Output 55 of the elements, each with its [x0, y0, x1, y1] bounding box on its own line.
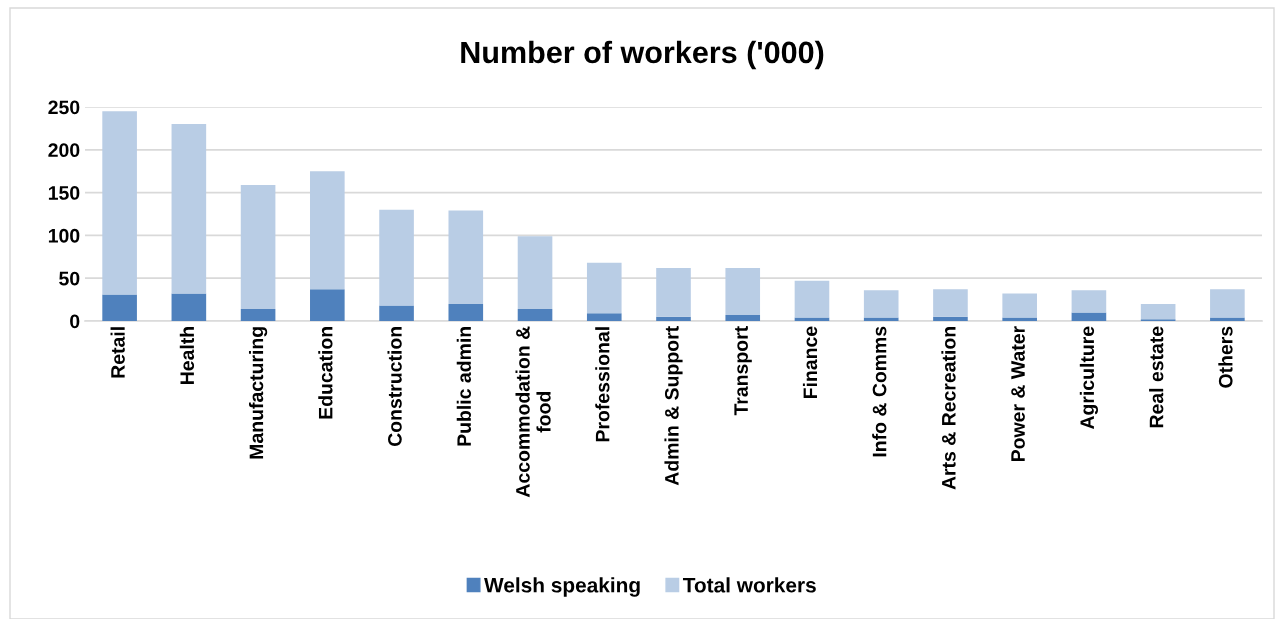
- bar: [933, 289, 968, 317]
- x-tick-label: Power & Water: [1011, 326, 1025, 462]
- bar: [1140, 303, 1176, 320]
- bar: [1002, 293, 1037, 318]
- bar: [725, 267, 761, 316]
- y-tick-label: 200: [48, 143, 80, 158]
- bar: [171, 293, 207, 321]
- bar: [517, 309, 553, 321]
- bar: [586, 313, 622, 321]
- y-tick-label: 250: [48, 100, 80, 115]
- bar: [1071, 290, 1107, 313]
- bar: [379, 209, 414, 306]
- x-tick-label: Manufacturing: [248, 327, 268, 459]
- x-tick-label: Admin & Support: [664, 326, 683, 486]
- bar: [794, 280, 830, 318]
- x-tick-label: Accommodation & food: [515, 326, 551, 498]
- x-tick-label: Professional: [595, 327, 610, 442]
- y-tick-label: 100: [48, 228, 80, 243]
- y-tick-label: 0: [70, 314, 80, 329]
- y-tick-label: 50: [59, 271, 80, 286]
- x-tick-label: Arts & Recreation: [941, 327, 956, 490]
- bar: [102, 111, 137, 295]
- x-tick-label: Real estate: [1149, 326, 1164, 428]
- bar: [240, 184, 276, 310]
- x-tick-label: Retail: [110, 327, 125, 378]
- x-tick-label: Education: [318, 327, 333, 419]
- bar: [240, 309, 276, 321]
- x-tick-label: Public admin: [456, 327, 472, 446]
- bar: [310, 289, 345, 321]
- x-tick-label: Others: [1218, 326, 1233, 388]
- legend-label: Welsh speaking: [484, 577, 640, 597]
- bar: [656, 316, 691, 321]
- x-tick-label: Health: [179, 327, 195, 384]
- x-tick-label: Finance: [802, 326, 818, 399]
- bar: [863, 290, 899, 318]
- bar: [379, 305, 414, 321]
- bar: [517, 236, 553, 310]
- legend-label: Total workers: [682, 577, 816, 593]
- bar: [1210, 289, 1245, 318]
- bar: [725, 315, 761, 321]
- bar: [933, 316, 968, 321]
- bar: [1071, 312, 1107, 321]
- chart-title: Number of workers ('000): [461, 40, 824, 70]
- bar: [102, 294, 137, 321]
- x-tick-label: Agriculture: [1079, 326, 1099, 430]
- bar: [310, 171, 345, 290]
- x-tick-label: Transport: [734, 326, 752, 416]
- bar: [171, 124, 207, 294]
- bar: [448, 303, 484, 321]
- x-tick-label: Info & Comms: [872, 326, 887, 457]
- bar: [656, 267, 691, 317]
- y-tick-label: 150: [48, 186, 80, 200]
- bar: [448, 210, 484, 304]
- bar: [586, 262, 622, 314]
- x-tick-label: Construction: [387, 327, 402, 447]
